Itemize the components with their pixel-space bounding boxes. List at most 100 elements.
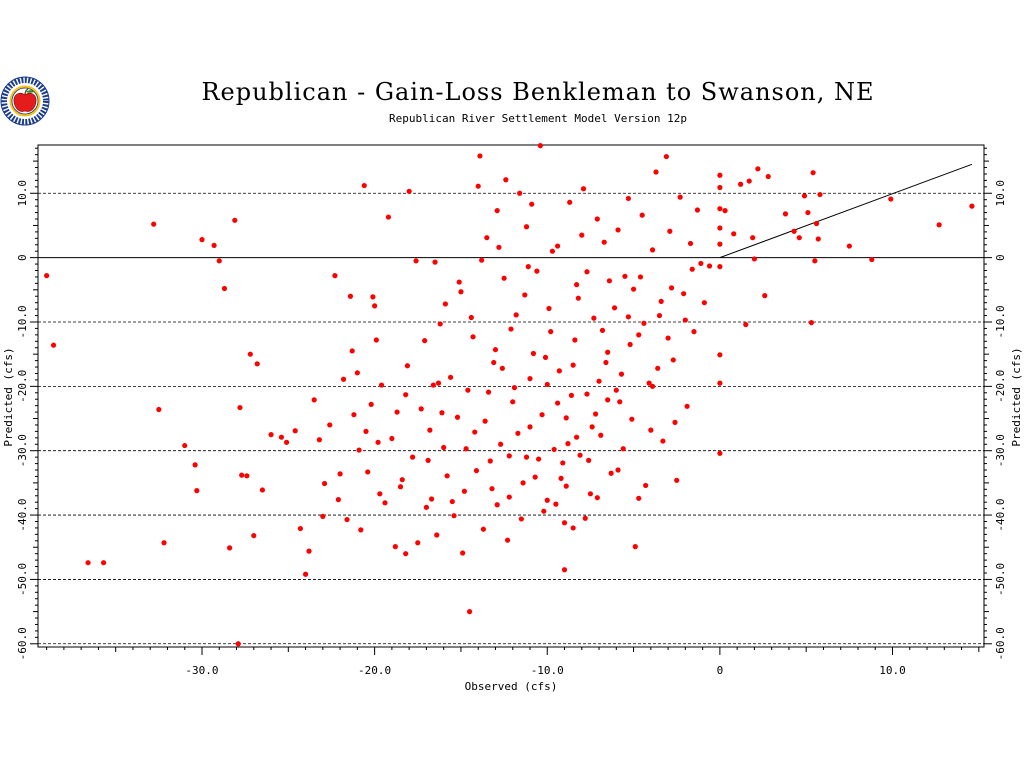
data-point bbox=[567, 199, 573, 205]
data-point bbox=[432, 259, 438, 265]
data-point bbox=[746, 178, 752, 184]
data-point bbox=[608, 470, 614, 476]
data-point bbox=[373, 337, 379, 343]
data-point bbox=[717, 225, 723, 231]
y-tick-label-right: 10.0 bbox=[994, 180, 1007, 207]
data-point bbox=[237, 404, 243, 411]
data-point bbox=[485, 389, 492, 395]
data-point bbox=[232, 217, 238, 223]
data-point bbox=[506, 494, 512, 500]
data-point bbox=[340, 376, 347, 382]
data-point bbox=[674, 477, 680, 483]
data-point bbox=[677, 194, 683, 200]
data-point bbox=[472, 429, 478, 435]
data-point bbox=[558, 475, 564, 481]
data-point bbox=[403, 392, 409, 398]
data-point bbox=[717, 352, 723, 358]
data-point bbox=[527, 424, 533, 430]
data-point bbox=[815, 236, 821, 242]
data-point bbox=[461, 488, 467, 494]
data-point bbox=[397, 484, 404, 490]
data-point bbox=[648, 427, 654, 433]
data-point bbox=[100, 560, 107, 566]
data-point bbox=[532, 474, 538, 480]
data-point bbox=[572, 337, 578, 343]
data-point bbox=[722, 208, 728, 214]
data-point bbox=[456, 279, 462, 285]
data-point bbox=[605, 397, 611, 403]
data-point bbox=[551, 446, 557, 453]
data-point bbox=[592, 411, 599, 417]
y-tick-label-right: -40.0 bbox=[994, 499, 1007, 532]
data-point bbox=[641, 320, 647, 326]
data-point bbox=[515, 430, 521, 436]
data-point bbox=[625, 314, 631, 320]
data-point bbox=[473, 468, 480, 474]
y-tick-label-left: -60.0 bbox=[16, 627, 29, 660]
data-point bbox=[327, 422, 333, 428]
data-point bbox=[810, 170, 816, 176]
data-point bbox=[247, 351, 253, 357]
data-point bbox=[501, 275, 507, 281]
data-point bbox=[306, 548, 312, 554]
data-point bbox=[437, 321, 443, 327]
data-point bbox=[377, 491, 383, 497]
data-point bbox=[584, 391, 590, 397]
data-point bbox=[589, 424, 595, 430]
data-point bbox=[361, 182, 367, 189]
data-point bbox=[394, 409, 400, 415]
data-point bbox=[523, 454, 530, 460]
chart-title: Republican - Gain-Loss Benkleman to Swan… bbox=[201, 78, 874, 106]
data-point bbox=[370, 294, 376, 300]
data-point bbox=[639, 212, 645, 218]
data-point bbox=[389, 435, 395, 442]
data-point bbox=[534, 268, 540, 274]
data-point bbox=[555, 243, 561, 249]
data-point bbox=[413, 258, 419, 264]
x-axis: -30.0 -20.0 -10.0 0 10.0 bbox=[46, 647, 980, 677]
data-point bbox=[156, 406, 162, 413]
data-point bbox=[511, 385, 518, 391]
data-point bbox=[573, 434, 580, 440]
data-point bbox=[463, 446, 469, 452]
data-point bbox=[239, 472, 245, 478]
data-point bbox=[392, 544, 398, 550]
data-point bbox=[251, 533, 257, 539]
data-point bbox=[599, 327, 606, 333]
data-point bbox=[537, 143, 543, 149]
data-point bbox=[656, 312, 663, 319]
data-point bbox=[544, 497, 550, 503]
data-point bbox=[689, 266, 695, 272]
data-point bbox=[594, 216, 600, 222]
plot-border bbox=[37, 144, 985, 648]
data-point bbox=[513, 312, 519, 318]
chart-subtitle: Republican River Settlement Model Versio… bbox=[389, 112, 687, 125]
reference-line bbox=[719, 163, 973, 259]
y-tick-label-right: -20.0 bbox=[994, 370, 1007, 403]
data-point bbox=[356, 447, 362, 453]
data-point bbox=[422, 338, 428, 344]
data-point bbox=[541, 508, 547, 514]
data-point bbox=[765, 173, 771, 180]
data-point bbox=[399, 477, 405, 483]
data-point bbox=[663, 153, 669, 160]
y-tick-label-left: -30.0 bbox=[16, 434, 29, 467]
data-point bbox=[561, 520, 568, 526]
data-point bbox=[465, 387, 471, 393]
data-point bbox=[404, 363, 411, 369]
data-point bbox=[427, 427, 433, 433]
reference-line-group bbox=[719, 163, 973, 259]
data-point bbox=[278, 434, 285, 440]
data-point bbox=[791, 228, 797, 234]
data-point bbox=[549, 248, 556, 254]
data-point bbox=[451, 513, 457, 519]
data-point bbox=[813, 220, 820, 227]
data-point bbox=[378, 382, 385, 388]
data-point bbox=[415, 540, 421, 546]
y-tick-label-left: -40.0 bbox=[16, 499, 29, 532]
data-point bbox=[684, 403, 690, 409]
y-tick-label-left: -20.0 bbox=[16, 370, 29, 403]
data-point bbox=[717, 206, 723, 212]
y-axis-left: 10.0 0 -10.0 -20.0 -30.0 -40.0 -50.0 -60.0 bbox=[16, 147, 38, 660]
data-point bbox=[555, 400, 561, 406]
